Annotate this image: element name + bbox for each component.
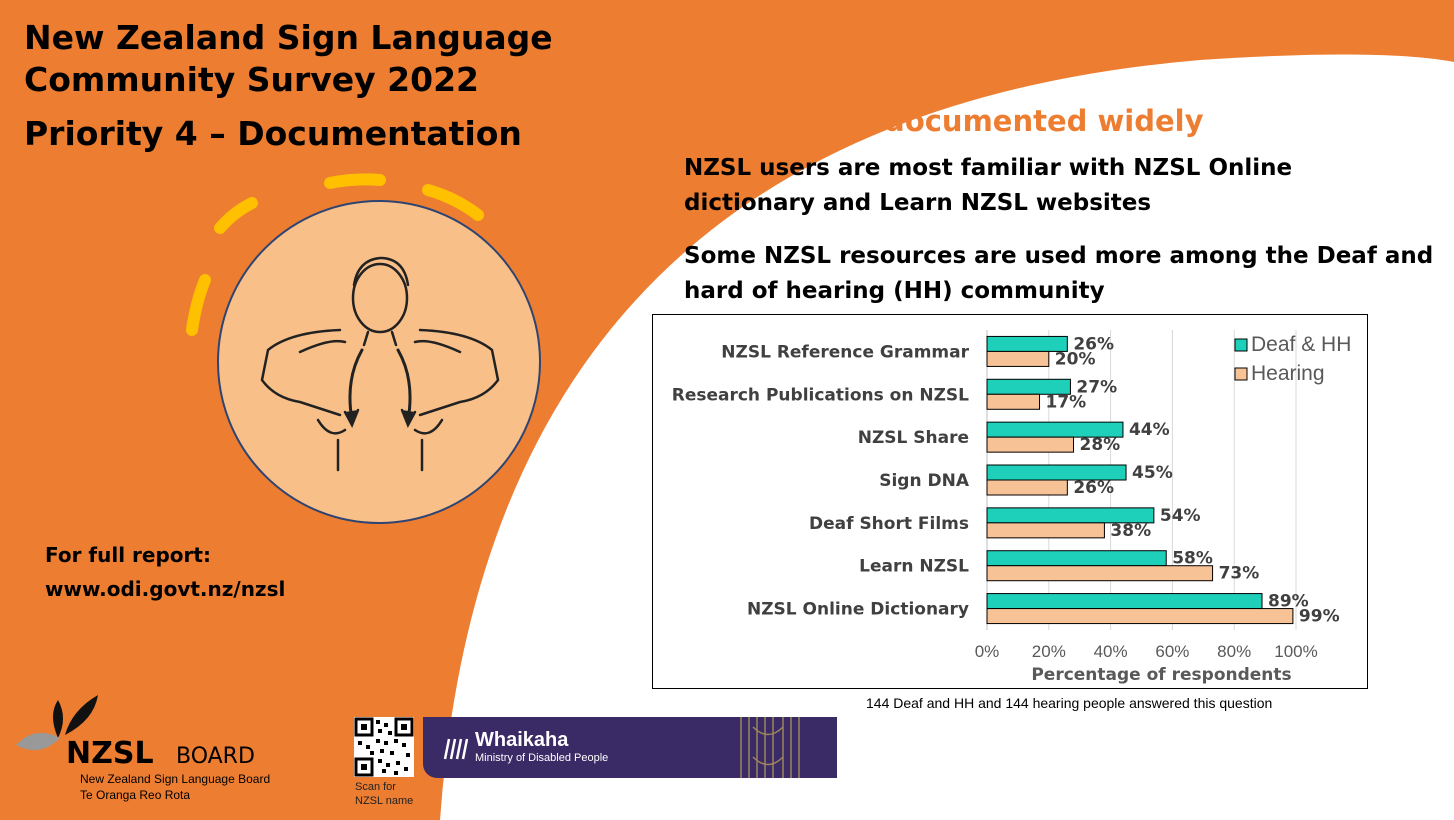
data-label: 99% bbox=[1299, 607, 1340, 627]
chart-frame: 0% 20% 40% 60% 80% 100% NZSL Reference Grammar… bbox=[652, 314, 1368, 689]
category-label: NZSL Share bbox=[858, 428, 969, 448]
legend-swatch bbox=[1234, 367, 1248, 381]
leaf-shape bbox=[65, 695, 98, 735]
ray-arc bbox=[214, 197, 258, 234]
ray-arc bbox=[422, 184, 484, 221]
category-label: Learn NZSL bbox=[859, 557, 969, 577]
legend-label: Deaf & HH bbox=[1251, 333, 1351, 356]
data-label: 54% bbox=[1160, 506, 1201, 526]
x-tick-label: 20% bbox=[1032, 642, 1066, 661]
data-label: 44% bbox=[1129, 420, 1170, 440]
bar bbox=[986, 479, 1068, 496]
bar bbox=[986, 350, 1050, 367]
category-label: NZSL Online Dictionary bbox=[747, 600, 969, 620]
ray-arc bbox=[324, 173, 386, 189]
category-label: Research Publications on NZSL bbox=[672, 385, 969, 405]
data-label: 26% bbox=[1073, 478, 1114, 498]
category-label: Sign DNA bbox=[879, 471, 970, 491]
leaf-shape bbox=[16, 732, 60, 751]
category-label: Deaf Short Films bbox=[809, 514, 969, 534]
x-tick-label: 100% bbox=[1274, 642, 1317, 661]
x-axis-title: Percentage of respondents bbox=[1031, 665, 1291, 685]
ray-arc bbox=[186, 274, 211, 336]
bar bbox=[986, 522, 1105, 539]
data-label: 20% bbox=[1055, 349, 1096, 369]
sun-rays-decoration bbox=[186, 173, 484, 336]
data-label: 28% bbox=[1080, 435, 1121, 455]
x-tick-label: 80% bbox=[1217, 642, 1251, 661]
signer-illustration-icon bbox=[260, 256, 500, 472]
qr-caption-line-2: NZSL name bbox=[355, 795, 414, 807]
logo-board: BOARD bbox=[176, 744, 255, 769]
legend-label: Hearing bbox=[1251, 362, 1325, 385]
subheading-2: Some NZSL resources are used more among … bbox=[684, 243, 1434, 304]
logo-subtitle-1: New Zealand Sign Language Board bbox=[80, 772, 271, 786]
headline: NZSL is documented widely bbox=[752, 104, 1204, 138]
data-label: 73% bbox=[1219, 564, 1260, 584]
data-label: 38% bbox=[1110, 521, 1151, 541]
logo-name: NZSL bbox=[66, 736, 154, 771]
banner-name: Whaikaha bbox=[475, 729, 569, 751]
legend-swatch bbox=[1234, 338, 1248, 352]
bar bbox=[986, 608, 1294, 625]
bar bbox=[986, 393, 1041, 410]
title-line-1: New Zealand Sign Language bbox=[24, 18, 553, 57]
resource-usage-chart: 0% 20% 40% 60% 80% 100% NZSL Reference Grammar… bbox=[672, 330, 1351, 685]
x-tick-label: 40% bbox=[1094, 642, 1128, 661]
title-line-3: Priority 4 – Documentation bbox=[24, 114, 522, 153]
bar bbox=[986, 436, 1075, 453]
banner-subtitle: Ministry of Disabled People bbox=[475, 752, 609, 764]
bar bbox=[986, 565, 1214, 582]
x-tick-label: 0% bbox=[975, 642, 1000, 661]
report-info: For full report: www.odi.govt.nz/nzsl bbox=[45, 538, 285, 606]
nzsl-board-logo-icon bbox=[16, 695, 98, 751]
data-label: 26% bbox=[1073, 334, 1114, 354]
report-url: www.odi.govt.nz/nzsl bbox=[45, 577, 286, 601]
qr-code-icon[interactable] bbox=[354, 717, 414, 777]
whaikaha-banner: Whaikaha Ministry of Disabled People bbox=[423, 717, 837, 778]
bar bbox=[986, 550, 1167, 567]
banner-pattern-icon bbox=[443, 717, 800, 778]
x-tick-label: 60% bbox=[1155, 642, 1189, 661]
data-label: 17% bbox=[1046, 392, 1087, 412]
data-label: 45% bbox=[1132, 463, 1173, 483]
report-label: For full report: bbox=[45, 543, 211, 567]
data-label: 27% bbox=[1076, 377, 1117, 397]
title-line-2: Community Survey 2022 bbox=[24, 60, 480, 99]
leaf-shape bbox=[53, 700, 63, 738]
category-label: NZSL Reference Grammar bbox=[721, 342, 969, 362]
illustration-circle bbox=[217, 200, 541, 524]
subheading-1: NZSL users are most familiar with NZSL O… bbox=[684, 155, 1293, 216]
bar bbox=[986, 593, 1263, 610]
qr-caption-line-1: Scan for bbox=[355, 781, 396, 793]
logo-subtitle-2: Te Oranga Reo Rota bbox=[80, 788, 191, 802]
data-label: 89% bbox=[1268, 592, 1309, 612]
data-label: 58% bbox=[1172, 549, 1213, 569]
footnote: 144 Deaf and HH and 144 hearing people a… bbox=[866, 695, 1273, 711]
